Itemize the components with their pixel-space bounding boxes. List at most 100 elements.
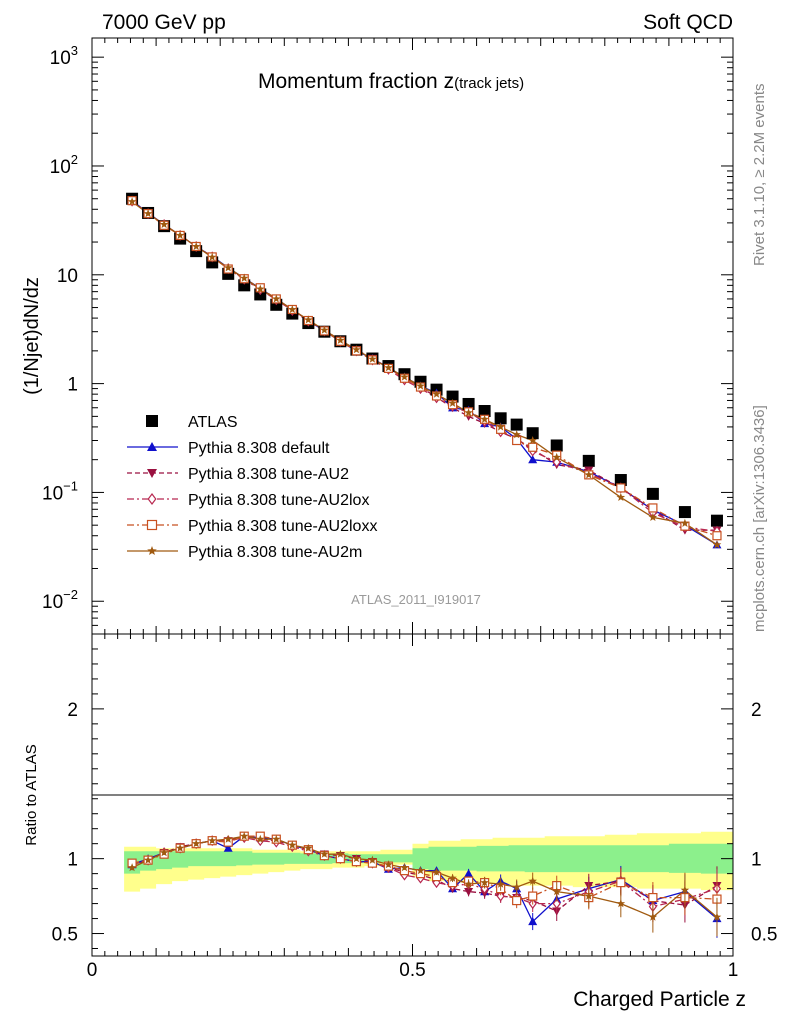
ratio-y-axis-label: Ratio to ATLAS bbox=[23, 744, 40, 845]
main-y-axis-label: (1/Njet)dN/dz bbox=[21, 277, 43, 395]
data-point-s4-28 bbox=[616, 483, 626, 493]
ratio-point-s4-22 bbox=[480, 878, 489, 887]
data-point-s5-28 bbox=[616, 492, 626, 501]
data-point-s0-22 bbox=[478, 405, 491, 418]
legend-label-0: ATLAS bbox=[188, 414, 238, 431]
legend-label-3: Pythia 8.308 tune-AU2lox bbox=[188, 492, 369, 509]
legend-label-5: Pythia 8.308 tune-AU2m bbox=[188, 544, 362, 561]
data-point-s5-7 bbox=[240, 273, 249, 282]
data-point-s5-0 bbox=[127, 197, 137, 206]
ratio-point-s4-28 bbox=[616, 899, 626, 908]
y-tick-exponent: 2 bbox=[71, 152, 78, 167]
x-axis-label: Charged Particle z bbox=[573, 988, 746, 1011]
data-point-s5-10 bbox=[288, 305, 297, 314]
ratio-point-s4-11 bbox=[304, 843, 313, 852]
data-point-s0-28 bbox=[614, 474, 627, 487]
data-point-s0-30 bbox=[678, 506, 691, 519]
ratio-point-s4-26 bbox=[552, 887, 561, 896]
ratio-point-s0-25 bbox=[528, 917, 538, 926]
legend-marker-3 bbox=[147, 493, 157, 505]
main-title-text: Momentum fraction z bbox=[258, 70, 454, 93]
ratio-point-s4-6 bbox=[223, 834, 233, 843]
legend-label-2: Pythia 8.308 tune-AU2 bbox=[188, 466, 349, 483]
data-point-s0-23 bbox=[494, 412, 507, 425]
main-axis-ticks bbox=[91, 38, 734, 635]
ratio-point-s4-3 bbox=[175, 843, 185, 852]
legend: ATLAS Pythia 8.308 default Pythia 8.308 tu… bbox=[127, 414, 377, 561]
legend-marker-5 bbox=[147, 546, 157, 555]
top-data-marks bbox=[126, 192, 723, 549]
ratio-y-tick-label-left-0: 0.5 bbox=[52, 925, 78, 946]
data-point-s1-25 bbox=[528, 455, 538, 464]
legend-label-4: Pythia 8.308 tune-AU2loxx bbox=[188, 518, 377, 535]
data-point-s0-27 bbox=[582, 454, 595, 467]
x-tick-label-1: 0.5 bbox=[399, 960, 425, 981]
y-tick-exponent: −1 bbox=[63, 478, 78, 493]
data-point-s0-29 bbox=[646, 487, 659, 500]
legend-marker-2 bbox=[147, 469, 157, 478]
y-tick-exponent: 3 bbox=[71, 43, 78, 58]
data-point-s4-25 bbox=[528, 442, 538, 452]
y-tick-base: 10 bbox=[50, 48, 71, 69]
data-point-s0-21 bbox=[462, 397, 475, 410]
ratio-point-s4-27 bbox=[584, 891, 594, 900]
data-point-s5-24 bbox=[512, 430, 521, 439]
data-point-s5-1 bbox=[143, 209, 153, 218]
ratio-point-s4-1 bbox=[143, 855, 153, 864]
ratio-point-s4-20 bbox=[448, 873, 457, 882]
ratio-point-s4-5 bbox=[207, 836, 217, 845]
y-tick-base: 10 bbox=[57, 266, 78, 287]
ratio-point-s4-24 bbox=[512, 882, 521, 891]
main-title: Momentum fraction z(track jets) bbox=[258, 70, 524, 93]
ratio-y-tick-label-right-0: 0.5 bbox=[751, 925, 777, 946]
data-point-s5-15 bbox=[368, 354, 377, 363]
y-tick-base: 10 bbox=[42, 483, 63, 504]
ratio-point-s4-15 bbox=[368, 855, 377, 864]
data-point-s5-6 bbox=[223, 263, 233, 272]
ratio-point-s4-7 bbox=[240, 831, 249, 840]
ratio-point-s0-6 bbox=[223, 843, 233, 852]
band-inner bbox=[124, 843, 734, 874]
ratio-point-s4-8 bbox=[256, 834, 265, 843]
ratio-data-marks bbox=[127, 831, 722, 938]
ratio-point-s3-29 bbox=[648, 892, 658, 903]
x-tick-label-2: 1 bbox=[728, 960, 739, 981]
data-point-s5-3 bbox=[175, 230, 185, 240]
data-point-s4-31 bbox=[712, 531, 722, 541]
mcplots-label: mcplots.cern.ch [arXiv:1306.3436] bbox=[751, 405, 768, 632]
data-point-s5-22 bbox=[480, 414, 489, 423]
ratio-point-s4-12 bbox=[320, 849, 329, 858]
series-line-4 bbox=[131, 200, 718, 537]
ratio-point-s4-23 bbox=[496, 879, 505, 888]
ratio-axis-ticks bbox=[91, 634, 734, 956]
data-point-s5-2 bbox=[159, 220, 169, 229]
data-point-s5-17 bbox=[400, 372, 409, 381]
data-point-s5-19 bbox=[432, 389, 441, 398]
data-point-s5-9 bbox=[272, 294, 281, 303]
ratio-point-s3-28 bbox=[616, 878, 626, 888]
ratio-point-s3-24 bbox=[512, 895, 522, 906]
legend-label-1: Pythia 8.308 default bbox=[188, 440, 330, 457]
data-point-s4-24 bbox=[512, 435, 522, 446]
ratio-point-s0-21 bbox=[464, 869, 474, 878]
reference-label: ATLAS_2011_I919017 bbox=[351, 592, 481, 607]
data-point-s5-5 bbox=[207, 252, 217, 261]
ratio-point-s4-16 bbox=[384, 860, 393, 869]
data-point-s0-26 bbox=[550, 439, 563, 452]
ratio-point-s2-23 bbox=[496, 890, 505, 902]
ratio-point-s1-21 bbox=[464, 888, 474, 897]
header-right: Soft QCD bbox=[643, 11, 733, 34]
ratio-point-s4-9 bbox=[272, 834, 281, 843]
ratio-point-s4-30 bbox=[680, 885, 690, 894]
ratio-point-s4-2 bbox=[159, 848, 169, 857]
header-left: 7000 GeV pp bbox=[102, 11, 226, 34]
ratio-point-s4-0 bbox=[127, 863, 137, 872]
ratio-point-s4-29 bbox=[648, 912, 658, 921]
ratio-panel: 0.5 0.5 1 1 2 2 0 0.5 1 Ratio to ATLAS Charged P… bbox=[23, 633, 777, 1011]
data-point-s0-24 bbox=[510, 418, 523, 431]
ratio-y-tick-label-right-2: 2 bbox=[751, 700, 762, 721]
data-point-s5-30 bbox=[680, 518, 690, 527]
